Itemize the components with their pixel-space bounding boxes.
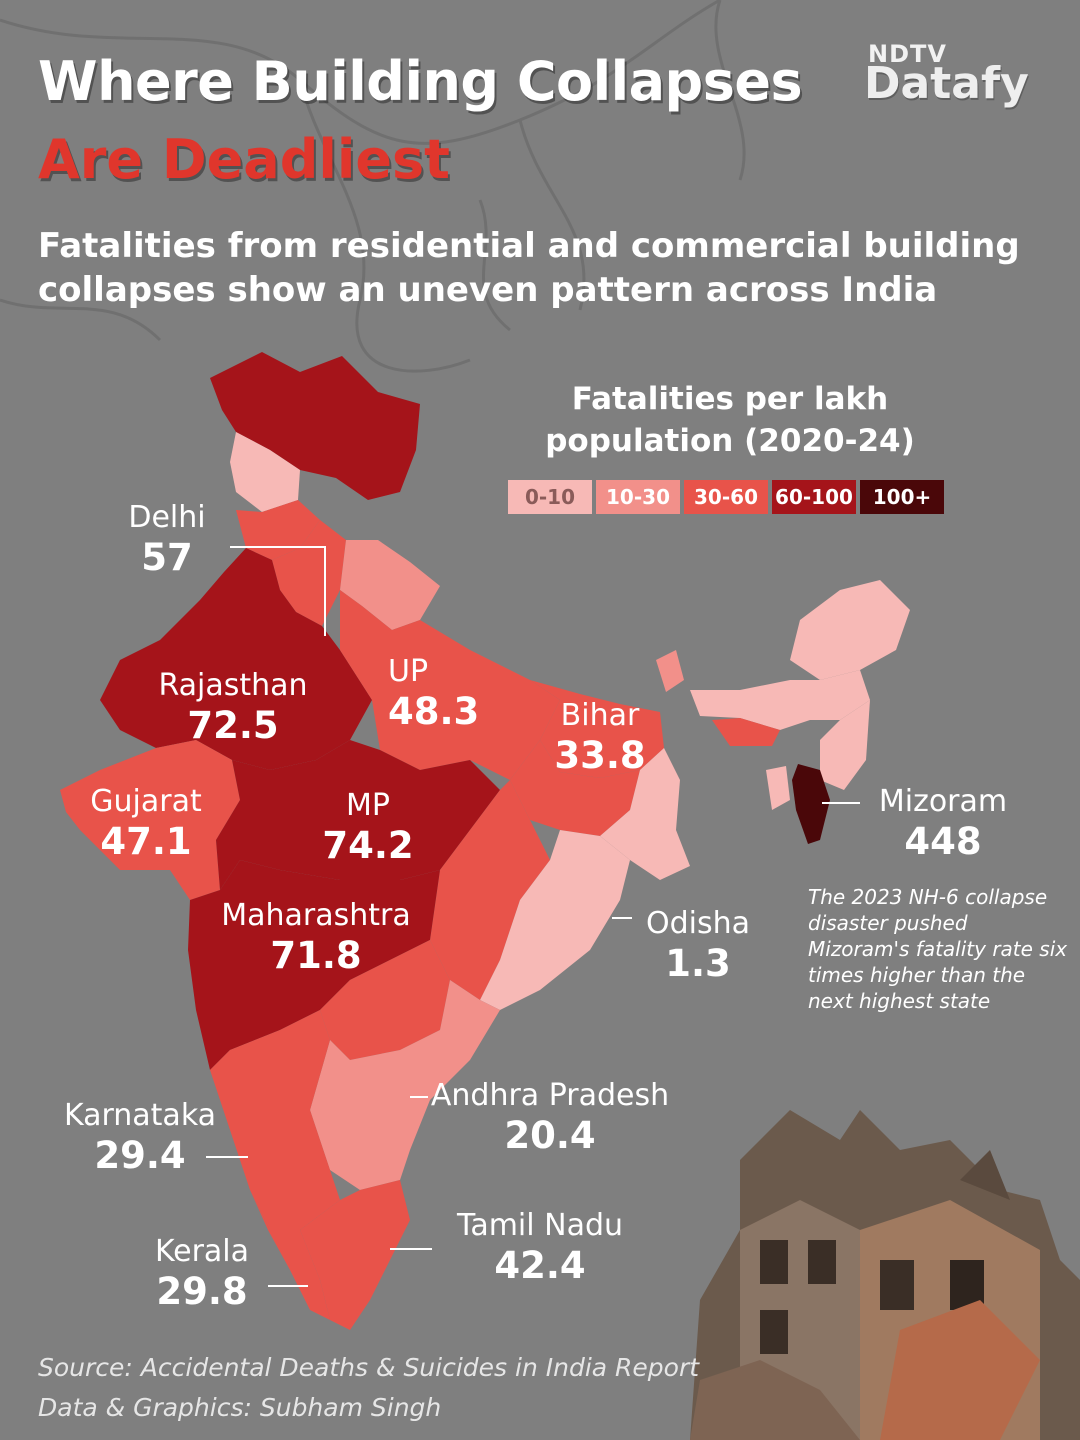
state-value: 42.4 [494, 1244, 586, 1287]
brand-logo-main: Datafy [864, 58, 1029, 109]
region-punjab [236, 500, 320, 560]
label-mizoram: Mizoram 448 [868, 784, 1018, 864]
page-title-line-1: Where Building Collapses [38, 50, 803, 113]
region-assam [690, 670, 870, 730]
region-uttarakhand [340, 540, 440, 630]
delhi-leader-line [230, 546, 326, 636]
region-mizoram [792, 764, 830, 844]
region-himachal [230, 432, 300, 512]
footer: Source: Accidental Deaths & Suicides in … [38, 1348, 699, 1428]
state-value: 33.8 [554, 734, 646, 777]
region-telangana [320, 940, 450, 1060]
region-uttar-pradesh [340, 590, 560, 780]
state-value: 29.4 [94, 1134, 186, 1177]
state-name: Andhra Pradesh [430, 1078, 670, 1113]
brand-logo-top: NDTV [868, 40, 947, 68]
state-name: Odisha [645, 906, 751, 941]
region-nagaland-manipur [820, 700, 870, 790]
state-value: 74.2 [322, 824, 414, 867]
region-gujarat [60, 740, 240, 900]
state-name: UP [388, 654, 429, 689]
collapsed-building-illustration [690, 1110, 1080, 1440]
state-value: 47.1 [100, 820, 192, 863]
label-bihar: Bihar 33.8 [540, 698, 660, 778]
state-value: 29.8 [156, 1270, 248, 1313]
region-tripura [766, 766, 790, 810]
label-delhi: Delhi 57 [112, 500, 222, 580]
region-jammu-kashmir [210, 352, 420, 500]
region-haryana [272, 520, 346, 626]
label-kerala: Kerala 29.8 [140, 1234, 264, 1314]
region-meghalaya [712, 718, 780, 746]
state-name: Karnataka [63, 1098, 217, 1133]
state-name: Tamil Nadu [456, 1208, 624, 1243]
state-name: Mizoram [878, 784, 1008, 819]
legend-bin-60-100: 60-100 [772, 480, 856, 514]
region-jharkhand [510, 740, 640, 836]
label-up: UP 48.3 [388, 654, 508, 734]
label-mp: MP 74.2 [308, 788, 428, 868]
region-chhattisgarh [430, 780, 550, 1000]
region-west-bengal [600, 748, 690, 880]
state-name: Gujarat [90, 784, 202, 819]
state-value: 72.5 [187, 704, 279, 747]
label-tamil-nadu: Tamil Nadu 42.4 [440, 1208, 640, 1288]
state-name: Bihar [560, 698, 640, 733]
region-madhya-pradesh [216, 740, 500, 890]
region-kerala [250, 1190, 330, 1320]
label-karnataka: Karnataka 29.4 [52, 1098, 228, 1178]
page-subtitle: Fatalities from residential and commerci… [38, 226, 1020, 310]
mizoram-annotation: The 2023 NH-6 collapse disaster pushed M… [808, 885, 1068, 1013]
region-sikkim [656, 650, 684, 692]
region-odisha [480, 830, 630, 1010]
page-title-line-2: Are Deadliest [38, 128, 450, 191]
region-maharashtra [188, 860, 440, 1070]
region-tamil-nadu [300, 1180, 410, 1330]
credit-text: Data & Graphics: Subham Singh [38, 1393, 442, 1422]
state-value: 57 [141, 536, 193, 579]
legend-bin-100-plus: 100+ [860, 480, 944, 514]
state-name: Rajasthan [158, 668, 308, 703]
label-gujarat: Gujarat 47.1 [66, 784, 226, 864]
region-arunachal [790, 580, 910, 680]
legend-bin-10-30: 10-30 [596, 480, 680, 514]
region-rajasthan [100, 548, 372, 770]
state-value: 48.3 [388, 690, 480, 733]
region-andhra-pradesh [310, 980, 500, 1190]
state-name: Kerala [154, 1234, 250, 1269]
legend-bin-0-10: 0-10 [508, 480, 592, 514]
state-name: Delhi [128, 500, 206, 535]
region-bihar [530, 680, 664, 778]
state-name: Maharashtra [221, 898, 411, 933]
region-karnataka [210, 1010, 340, 1230]
state-name: MP [346, 788, 390, 823]
legend-title: Fatalities per lakh population (2020-24) [545, 381, 915, 459]
state-value: 448 [904, 820, 982, 863]
label-maharashtra: Maharashtra 71.8 [206, 898, 426, 978]
label-rajasthan: Rajasthan 72.5 [118, 668, 348, 748]
label-andhra-pradesh: Andhra Pradesh 20.4 [422, 1078, 678, 1158]
label-odisha: Odisha 1.3 [636, 906, 760, 986]
source-text: Source: Accidental Deaths & Suicides in … [38, 1353, 700, 1382]
state-value: 71.8 [270, 934, 362, 977]
state-value: 1.3 [665, 942, 731, 985]
state-value: 20.4 [504, 1114, 596, 1157]
legend: 0-10 10-30 30-60 60-100 100+ [508, 480, 944, 514]
legend-bin-30-60: 30-60 [684, 480, 768, 514]
